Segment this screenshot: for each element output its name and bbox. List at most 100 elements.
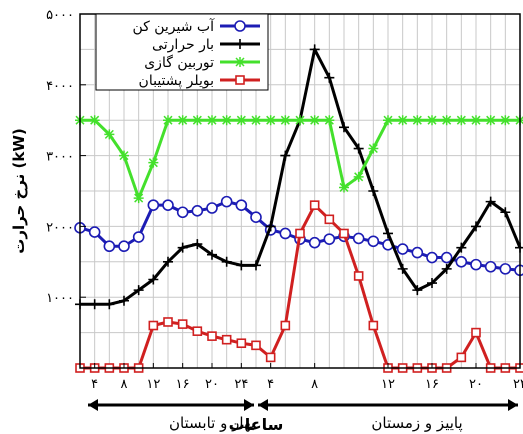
data-point-plus — [353, 143, 364, 154]
data-point-plus — [265, 221, 276, 232]
data-point-circle — [396, 243, 409, 255]
series-2 — [75, 115, 523, 204]
data-point-plus — [324, 72, 335, 83]
data-point-square — [265, 352, 276, 363]
data-point-plus — [236, 260, 247, 271]
data-point-star — [515, 115, 523, 126]
data-point-star — [471, 115, 481, 126]
y-axis-ticks: ۱۰۰۰ ۲۰۰۰ ۳۰۰۰ ۴۰۰۰ ۵۰۰۰ — [46, 8, 86, 306]
data-point-plus — [309, 44, 320, 55]
x-tick-label: ۱۲ — [146, 377, 160, 392]
data-point-circle — [484, 260, 497, 273]
data-point-square — [456, 352, 467, 363]
x-tick-label: ۸ — [121, 377, 128, 392]
plot-frame — [79, 13, 521, 369]
data-point-star — [236, 115, 247, 126]
data-point-star — [441, 115, 452, 126]
x-tick-label: ۲۰ — [205, 377, 219, 392]
legend-label: بویلر پشتیبان — [139, 73, 214, 89]
data-point-circle — [250, 211, 262, 223]
data-point-circle — [352, 232, 365, 245]
season-arrows — [88, 399, 518, 411]
data-point-star — [353, 171, 364, 182]
data-point-circle — [411, 246, 424, 259]
data-point-star — [221, 115, 232, 126]
x-tick-label: ۲۴ — [234, 377, 248, 392]
data-point-star — [235, 57, 245, 67]
data-point-plus — [119, 295, 129, 306]
data-point-circle — [147, 199, 160, 211]
y-tick-label: ۴۰۰۰ — [46, 79, 74, 94]
data-point-circle — [455, 255, 468, 268]
data-point-star — [148, 157, 159, 168]
data-point-star — [163, 115, 173, 126]
data-point-circle — [206, 202, 218, 214]
series-0 — [74, 195, 523, 277]
data-point-plus — [456, 242, 467, 253]
data-point-square — [339, 228, 349, 239]
data-point-plus — [427, 278, 437, 289]
data-point-plus — [412, 285, 423, 296]
legend-item: بویلر پشتیبان — [139, 73, 260, 89]
data-point-plus — [89, 299, 100, 310]
arrow-head-left — [88, 399, 98, 411]
data-point-star — [207, 115, 217, 126]
arrow-head-right — [508, 399, 518, 411]
data-point-circle — [118, 240, 130, 253]
arrow-head-left — [258, 399, 268, 411]
data-point-plus — [368, 186, 379, 196]
y-axis-label: نرخ حرارت (kW) — [10, 128, 28, 253]
data-point-square — [148, 320, 159, 331]
data-point-circle — [220, 195, 233, 208]
data-point-circle — [426, 251, 438, 264]
data-point-circle — [132, 231, 145, 243]
data-point-plus — [148, 274, 159, 285]
data-point-star — [295, 115, 305, 126]
data-point-plus — [104, 299, 115, 310]
x-tick-label: ۴ — [91, 377, 98, 392]
data-point-plus — [235, 39, 245, 49]
x-tick-label: ۱۲ — [381, 377, 395, 392]
data-point-star — [427, 115, 437, 126]
data-point-star — [383, 115, 393, 126]
data-point-plus — [500, 207, 511, 218]
data-point-plus — [251, 260, 261, 271]
series-layer — [74, 44, 523, 373]
data-point-plus — [192, 239, 203, 250]
y-tick-label: ۱۰۰۰ — [46, 291, 74, 306]
data-point-circle — [440, 251, 453, 264]
data-point-plus — [133, 285, 144, 296]
data-point-circle — [176, 206, 189, 219]
x-tick-label: ۲۴ — [513, 377, 523, 392]
arrow-head-right — [244, 399, 254, 411]
y-tick-label: ۳۰۰۰ — [46, 150, 74, 165]
data-point-circle — [162, 199, 174, 211]
data-point-square — [471, 327, 481, 338]
x-tick-label: ۲۰ — [469, 377, 483, 392]
data-point-star — [89, 115, 100, 126]
legend-label: توربین گازی — [144, 54, 214, 71]
data-point-square — [309, 200, 320, 210]
x-tick-label: ۱۶ — [176, 377, 190, 392]
data-point-circle — [308, 236, 321, 249]
data-point-circle — [191, 205, 204, 217]
x-tick-label: ۴ — [267, 377, 274, 392]
data-point-star — [104, 129, 115, 140]
data-point-star — [309, 115, 320, 126]
data-point-circle — [103, 240, 116, 253]
data-point-circle — [470, 258, 482, 271]
data-point-plus — [207, 249, 217, 260]
data-point-circle — [499, 263, 512, 275]
arrow-autumn-winter — [258, 399, 518, 411]
data-point-star — [368, 143, 379, 154]
data-point-star — [265, 115, 276, 126]
data-point-square — [251, 340, 261, 351]
data-point-plus — [339, 122, 349, 133]
data-point-star — [192, 115, 203, 126]
x-tick-label: ۸ — [311, 377, 318, 392]
data-point-star — [456, 115, 467, 126]
data-point-square — [221, 334, 232, 345]
data-point-circle — [88, 226, 101, 238]
data-point-plus — [177, 242, 188, 253]
